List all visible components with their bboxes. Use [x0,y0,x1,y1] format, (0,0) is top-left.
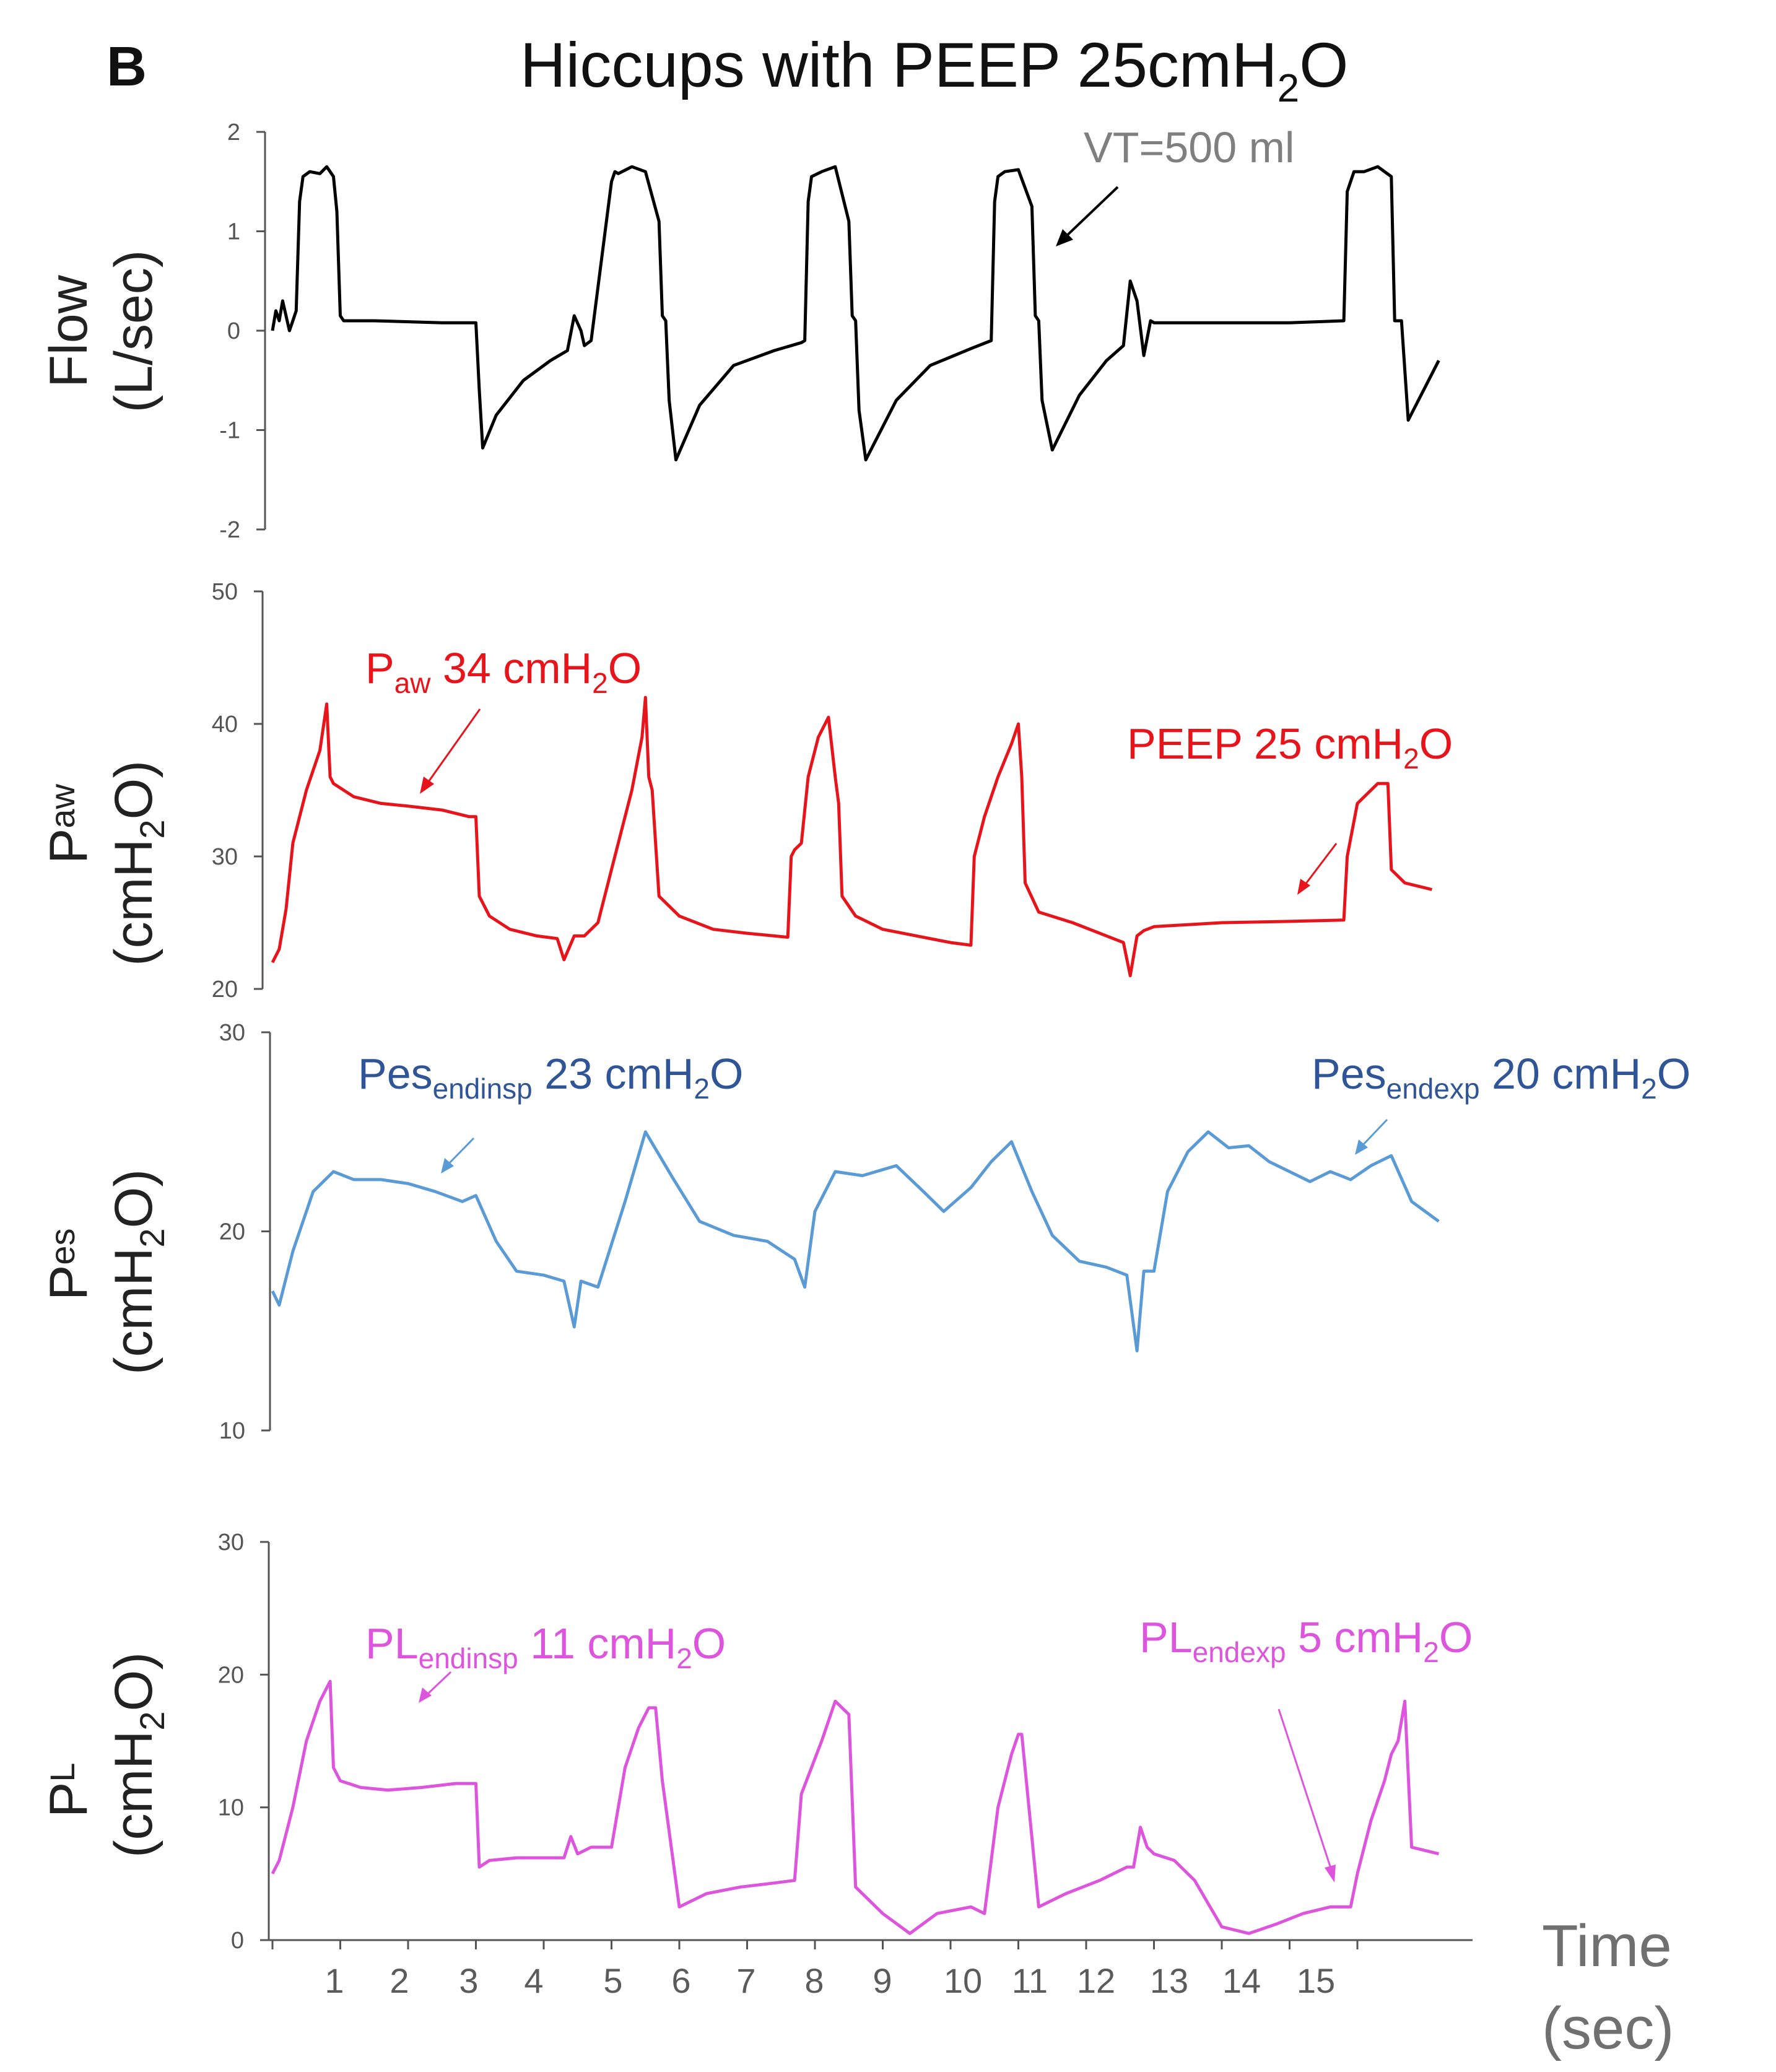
paw-y-tick-label: 20 [212,977,238,1003]
pl-y-label-1: PL [39,1762,98,1817]
time-tick-label: 5 [603,1961,622,2000]
time-label-1: Time [1542,1913,1672,1979]
peep-annotation: PEEP 25 cmH2O [1127,720,1453,775]
panel-letter: B [107,36,147,98]
pes-endinsp-annotation: Pesendinsp 23 cmH2O [358,1050,743,1105]
pl-endinsp-annotation: PLendinsp 11 cmH2O [365,1619,726,1674]
time-tick-label: 3 [459,1961,478,2000]
paw-series-line [271,695,1432,978]
paw-y-label-2: (cmH2O) [104,760,172,966]
vt-annotation: VT=500 ml [1084,123,1294,172]
pes-y-tick-label: 10 [219,1418,245,1444]
paw-y-label-1: Paw [39,783,98,864]
flow-y-tick-label: -2 [219,517,240,543]
vt-arrow [1063,186,1119,240]
pl-endexp-arrow [1278,1709,1333,1871]
time-x-ticks: 1 2 3 4 5 6 7 8 9 10 11 12 13 14 15 [271,1940,1359,2000]
pes-panel: 30 20 10 Pes (cmH2O) Pesendinsp 23 cmH2O P… [39,1020,1691,1444]
pes-y-label-2: (cmH2O) [104,1169,172,1375]
pes-y-tick-label: 30 [219,1020,245,1046]
flow-y-label-1: Flow [39,274,98,387]
time-label-2: (sec) [1542,1995,1674,2061]
paw-y-tick-label: 50 [212,579,238,605]
flow-y-label-2: (L/sec) [104,250,163,413]
paw-y-tick-label: 40 [212,712,238,738]
chart-title: Hiccups with PEEP 25cmH2O [520,30,1349,110]
pes-endinsp-arrow [446,1137,475,1167]
paw-plateau-annotation: Paw 34 cmH2O [365,644,642,699]
time-tick-label: 8 [804,1961,824,2000]
pl-endexp-arrowhead [1325,1865,1336,1883]
flow-series-line [271,165,1440,462]
time-tick-label: 15 [1297,1961,1335,2000]
pl-series-line [271,1679,1439,1935]
flow-y-tick-label: 2 [227,120,240,146]
time-tick-label: 11 [1012,1961,1048,2000]
pl-y-label-2: (cmH2O) [104,1652,172,1858]
flow-y-tick-label: 1 [227,219,240,245]
pes-endinsp-arrowhead [441,1158,454,1173]
time-tick-label: 4 [524,1961,543,2000]
time-tick-label: 14 [1222,1961,1261,2000]
time-tick-label: 1 [324,1961,344,2000]
pes-y-label-1: Pes [39,1228,98,1300]
pes-y-ticks: 30 20 10 [219,1020,270,1444]
time-tick-label: 13 [1150,1961,1188,2000]
pl-y-tick-label: 10 [218,1795,244,1821]
pes-series-line [271,1130,1440,1352]
time-tick-label: 9 [873,1961,892,2000]
paw-y-tick-label: 30 [212,844,238,870]
pes-endexp-arrowhead [1355,1139,1368,1155]
time-tick-label: 2 [390,1961,409,2000]
paw-plateau-arrow [425,708,481,786]
flow-y-ticks: 2 1 0 -1 -2 [219,120,265,543]
pl-y-tick-label: 0 [231,1928,244,1954]
pl-endinsp-arrow [425,1671,452,1697]
paw-plateau-arrowhead [420,777,434,794]
flow-panel: 2 1 0 -1 -2 Flow (L/sec) VT=500 ml [39,120,1440,543]
pl-y-tick-label: 20 [218,1662,244,1688]
flow-y-tick-label: -1 [219,418,240,444]
pes-endexp-arrow [1360,1118,1388,1148]
peep-arrowhead [1297,879,1310,895]
flow-y-tick-label: 0 [227,318,240,344]
pl-endexp-annotation: PLendexp 5 cmH2O [1139,1613,1473,1668]
vt-arrowhead [1056,229,1073,246]
pes-endexp-annotation: Pesendexp 20 cmH2O [1312,1050,1691,1105]
paw-y-ticks: 50 40 30 20 [212,579,263,1003]
time-tick-label: 6 [671,1961,690,2000]
paw-panel: 50 40 30 20 Paw (cmH2O) Paw 34 cmH2O PEEP 2… [39,579,1453,1003]
pl-y-tick-label: 30 [218,1530,244,1556]
time-tick-label: 10 [944,1961,982,2000]
time-tick-label: 7 [736,1961,755,2000]
time-tick-label: 12 [1077,1961,1115,2000]
peep-arrow [1302,843,1338,887]
pes-y-tick-label: 20 [219,1219,245,1245]
pl-endinsp-arrowhead [419,1687,432,1703]
pl-y-ticks: 30 20 10 0 [218,1530,269,1954]
